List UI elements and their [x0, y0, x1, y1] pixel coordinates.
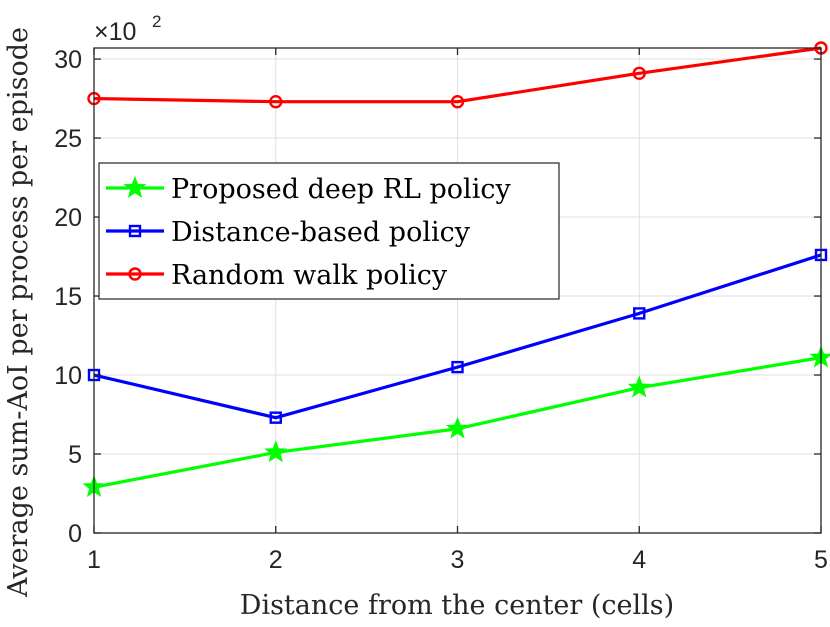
series-line — [93, 253, 822, 420]
data-point — [269, 95, 283, 109]
legend: Proposed deep RL policy Distance-based po… — [98, 162, 560, 300]
legend-label: Proposed deep RL policy — [171, 174, 511, 205]
y-tick-label: 5 — [68, 441, 82, 469]
x-axis-title: Distance from the center (cells) — [240, 590, 674, 621]
y-axis-title: Average sum-AoI per process per episode — [3, 27, 34, 598]
y-exponent-base: ×10 — [94, 18, 136, 46]
data-point — [451, 360, 464, 374]
data-point — [445, 416, 470, 439]
y-tick-label: 20 — [54, 204, 82, 232]
series-line — [93, 46, 822, 104]
data-point — [632, 66, 646, 80]
legend-marker — [123, 175, 147, 198]
y-tick-label: 30 — [54, 46, 82, 74]
x-tick-label: 3 — [451, 546, 465, 574]
x-tick-label: 2 — [269, 546, 283, 574]
data-point — [269, 411, 282, 424]
data-point — [450, 95, 465, 109]
data-point — [633, 307, 646, 320]
legend-label: Distance-based policy — [171, 217, 471, 248]
legend-marker — [128, 267, 142, 281]
y-tick-label: 0 — [68, 520, 82, 548]
data-point — [264, 440, 288, 463]
x-tick-label: 1 — [87, 546, 101, 574]
legend-box — [98, 162, 560, 300]
legend-entry: Distance-based policy — [106, 217, 471, 248]
y-exponent-power: 2 — [152, 12, 161, 31]
y-tick-label: 25 — [54, 125, 82, 153]
y-exponent-label: ×10 2 — [94, 12, 161, 46]
y-tick-label: 10 — [54, 362, 82, 390]
data-point — [627, 375, 651, 398]
legend-entry: Proposed deep RL policy — [106, 174, 511, 205]
legend-label: Random walk policy — [171, 260, 448, 291]
legend-entry: Random walk policy — [106, 260, 448, 291]
axis-ticks: 1 2 3 4 5 0 5 10 15 20 25 30 — [54, 46, 828, 574]
x-tick-label: 4 — [632, 546, 646, 574]
x-tick-label: 5 — [814, 546, 828, 574]
legend-marker — [128, 224, 142, 238]
y-tick-label: 15 — [54, 283, 82, 311]
